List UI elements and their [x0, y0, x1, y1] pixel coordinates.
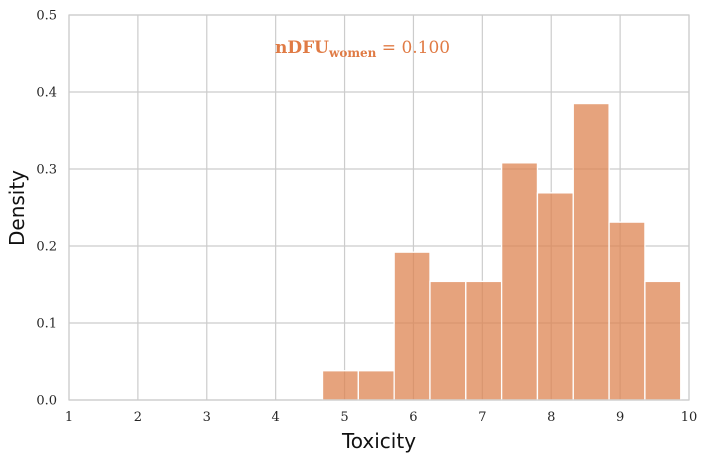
x-tick-label-10: 10 [681, 410, 698, 425]
x-tick-label-1: 1 [65, 410, 73, 425]
histogram-bar-1 [321, 370, 359, 401]
ndfu-annotation-main: nDFU [275, 38, 329, 58]
ndfu-annotation-subscript: women [328, 46, 377, 60]
histogram-bar-7 [536, 192, 574, 401]
y-tick-label-0.3: 0.3 [36, 163, 57, 178]
histogram-bar-6 [500, 162, 539, 401]
x-tick-label-9: 9 [616, 410, 624, 425]
plot-frame [68, 14, 690, 401]
y-axis-title: Density [5, 170, 29, 246]
histogram-bars [321, 102, 682, 401]
y-tick-label-0.2: 0.2 [36, 240, 57, 255]
histogram-bar-2 [357, 370, 395, 401]
histogram-bar-10 [644, 280, 682, 401]
x-tick-label-2: 2 [134, 410, 142, 425]
y-tick-label-0.0: 0.0 [36, 394, 57, 409]
x-axis-title: Toxicity [341, 429, 416, 453]
histogram-bar-5 [465, 280, 503, 401]
x-tick-label-6: 6 [409, 410, 417, 425]
x-tick-labels: 1 2 3 4 5 6 7 8 9 10 [65, 410, 697, 425]
x-tick-label-4: 4 [272, 410, 280, 425]
y-tick-label-0.4: 0.4 [36, 86, 57, 101]
y-tick-labels: 0.0 0.1 0.2 0.3 0.4 0.5 [36, 9, 57, 409]
histogram-bar-8 [572, 102, 610, 401]
y-tick-label-0.1: 0.1 [36, 317, 57, 332]
x-tick-label-5: 5 [340, 410, 348, 425]
x-tick-label-3: 3 [203, 410, 211, 425]
histogram-bar-9 [608, 221, 646, 401]
x-tick-label-7: 7 [478, 410, 486, 425]
ndfu-annotation-value: = 0.100 [376, 38, 450, 58]
histogram-bar-4 [429, 280, 467, 401]
histogram-bar-3 [393, 251, 431, 401]
y-tick-label-0.5: 0.5 [36, 9, 57, 24]
x-tick-label-8: 8 [547, 410, 555, 425]
ndfu-annotation: nDFUwomen = 0.100 [275, 38, 450, 60]
